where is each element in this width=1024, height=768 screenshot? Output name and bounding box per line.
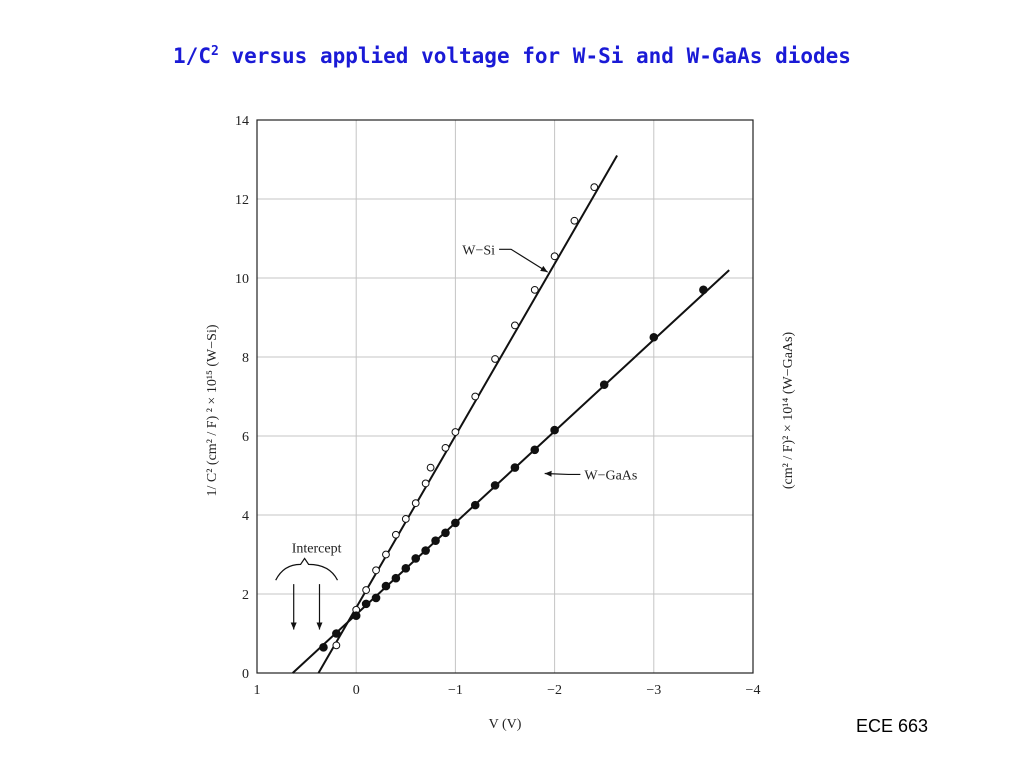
w-gaas-point <box>381 581 391 591</box>
w-gaas-point <box>319 643 328 652</box>
x-axis-label: V (V) <box>489 717 522 732</box>
y-axis-label-left: 1/ C² (cm² / F) ² × 10¹⁵ (W−Si) <box>205 324 220 496</box>
w-gaas-point <box>391 573 401 583</box>
intercept-brace <box>275 557 339 581</box>
w-gaas-point <box>361 599 371 609</box>
x-tick-label: 0 <box>353 683 360 698</box>
w-gaas-point <box>550 425 559 435</box>
y-tick-label: 4 <box>242 509 249 524</box>
title-prefix: 1/C <box>173 44 211 68</box>
grid <box>256 119 754 674</box>
w-gaas-point <box>510 463 520 472</box>
w-si-point <box>530 285 539 294</box>
plot-frame <box>256 119 754 674</box>
x-tick-label: −3 <box>646 683 661 698</box>
y-tick-label: 12 <box>235 193 249 208</box>
w-si-label-arrow <box>499 248 548 273</box>
title-superscript: 2 <box>210 44 219 59</box>
w-si-point <box>411 499 420 508</box>
w-gaas-point <box>411 554 421 563</box>
footer-label: ECE 663 <box>856 716 929 736</box>
fit-lines <box>292 155 730 674</box>
w-si-point <box>550 252 559 261</box>
w-si-point <box>382 550 390 559</box>
w-si-fit-line <box>317 155 618 674</box>
w-gaas-point <box>441 528 450 538</box>
y-tick-label: 14 <box>235 114 249 129</box>
w-gaas-series-label: W−GaAs <box>584 468 637 483</box>
y-tick-label: 0 <box>242 667 249 682</box>
w-si-point <box>491 355 499 363</box>
intercept-label: Intercept <box>292 542 342 557</box>
w-si-point <box>372 566 380 575</box>
y-tick-label: 8 <box>242 351 249 366</box>
w-gaas-point <box>470 500 480 510</box>
x-tick-label: 1 <box>254 683 261 698</box>
w-si-point <box>471 392 480 401</box>
w-gaas-point <box>371 593 381 603</box>
w-gaas-point <box>649 332 659 342</box>
w-si-point <box>451 428 460 436</box>
y-tick-label: 10 <box>235 272 249 287</box>
w-gaas-point <box>599 380 609 389</box>
y-axis-label-right: (cm² / F)² × 10¹⁴ (W−GaAs) <box>781 332 796 490</box>
y-tick-label: 2 <box>242 588 249 603</box>
w-gaas-point <box>451 518 460 528</box>
w-si-point <box>401 515 410 523</box>
w-gaas-point <box>401 564 411 573</box>
w-si-point <box>590 183 599 192</box>
x-tick-label: −1 <box>448 683 463 698</box>
w-si-point <box>391 530 400 539</box>
w-si-point <box>511 321 519 330</box>
title-suffix: versus applied voltage for W-Si and W-Ga… <box>218 44 851 68</box>
w-gaas-point <box>431 536 440 545</box>
data-points <box>319 183 708 652</box>
w-gaas-label-arrow <box>544 470 581 477</box>
slide-title: 1/C2 versus applied voltage for W-Si and… <box>0 44 1024 68</box>
w-gaas-point <box>699 285 708 295</box>
w-si-point <box>426 463 435 472</box>
x-tick-label: −4 <box>746 683 761 698</box>
w-gaas-point <box>490 481 500 490</box>
w-gaas-point <box>332 629 341 638</box>
w-si-point <box>441 443 450 452</box>
w-si-point <box>570 216 579 225</box>
w-gaas-point <box>421 546 430 555</box>
y-tick-label: 6 <box>242 430 249 445</box>
x-tick-label: −2 <box>547 683 562 698</box>
w-si-point <box>332 641 341 650</box>
w-si-series-label: W−Si <box>462 243 495 258</box>
w-si-point <box>362 586 371 594</box>
w-si-point <box>421 479 430 488</box>
annotations: W−Si W−GaAs Intercept <box>275 243 637 630</box>
w-gaas-point <box>351 611 361 621</box>
w-gaas-point <box>530 445 540 455</box>
